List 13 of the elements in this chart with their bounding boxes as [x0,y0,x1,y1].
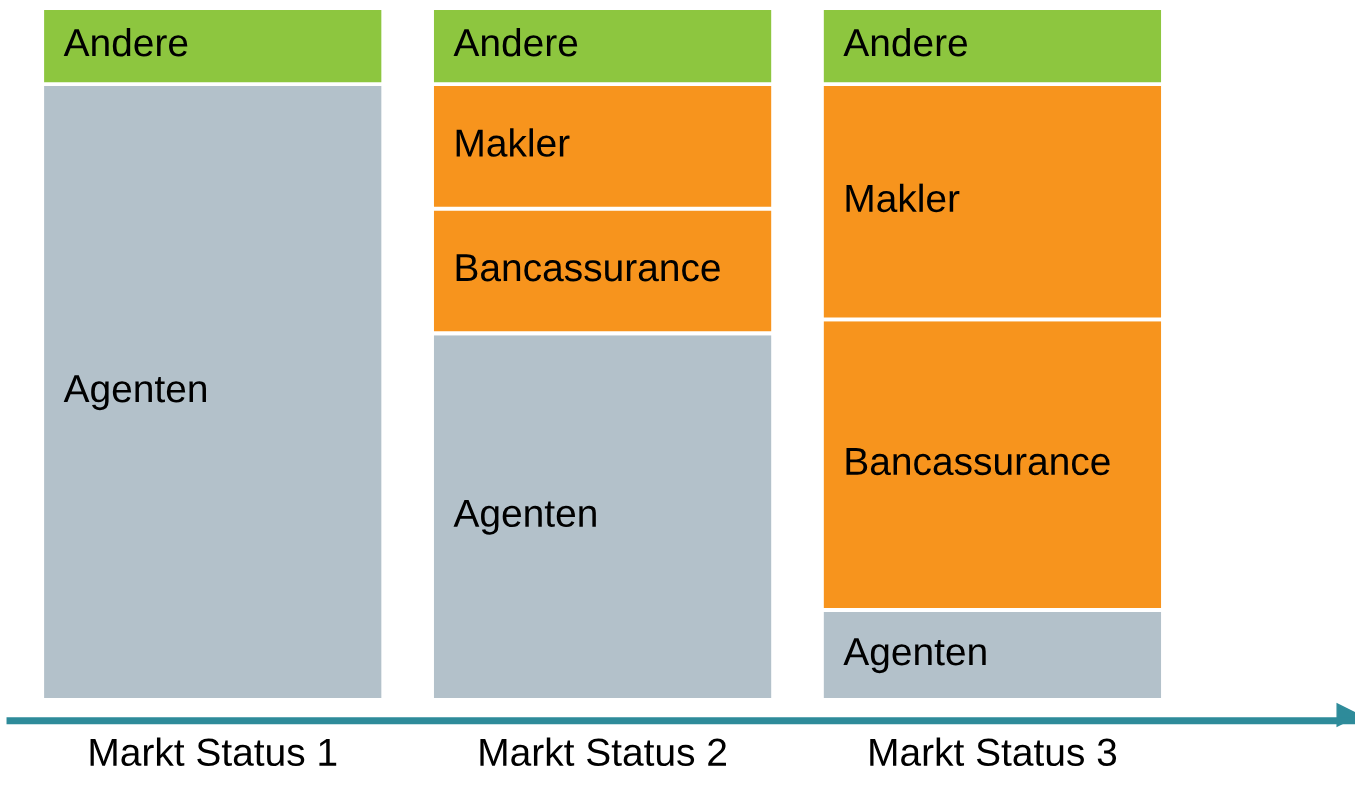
series-label: Makler [456,128,570,157]
text: Andere [843,27,967,57]
text: Andere [453,27,578,57]
x-tick-label: Markt Status 2 [480,737,726,767]
text: Agenten [453,499,596,535]
x-tick-label: Markt Status 1 [90,737,337,767]
text: Makler [846,183,960,213]
text: Agenten [63,375,206,411]
x-tick-label: Markt Status 3 [870,737,1117,767]
series-label: Andere [63,27,188,57]
series-label: Bancassurance [456,254,720,282]
series-label: Agenten [843,638,986,674]
text: Bancassurance [846,448,1110,476]
